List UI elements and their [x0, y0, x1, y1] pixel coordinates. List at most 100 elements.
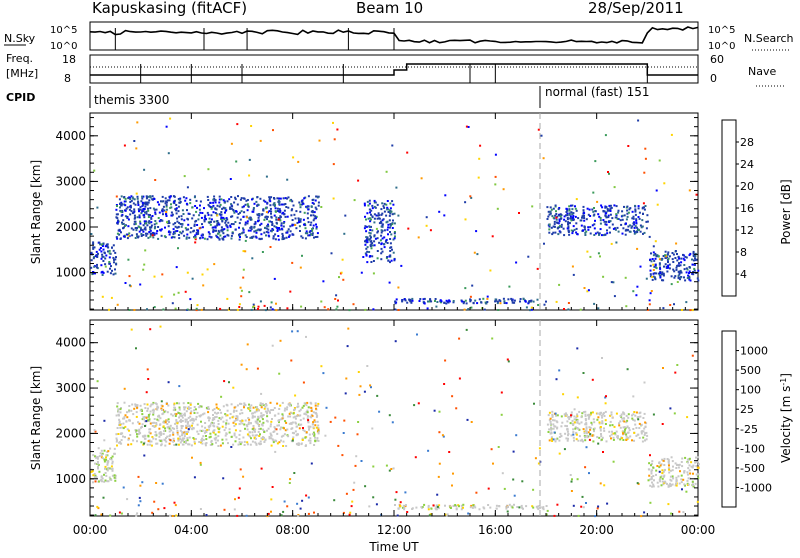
echo-cell — [312, 426, 315, 429]
echo-cell — [587, 431, 590, 434]
echo-cell — [251, 428, 254, 431]
echo-cell — [580, 416, 583, 419]
echo-cell — [311, 234, 314, 236]
echo-cell — [173, 195, 176, 198]
echo-cell — [366, 212, 369, 215]
echo-cell — [567, 308, 570, 311]
echo-cell — [236, 123, 239, 126]
echo-cell — [293, 213, 296, 216]
echo-cell — [223, 380, 226, 383]
echo-cell — [666, 253, 669, 256]
echo-cell — [92, 246, 95, 249]
echo-cell — [599, 482, 602, 485]
echo-cell — [575, 222, 578, 225]
echo-cell — [365, 247, 368, 250]
echo-cell — [292, 436, 295, 439]
echo-cell — [114, 474, 117, 477]
echo-cell — [471, 506, 474, 509]
echo-cell — [625, 433, 628, 436]
echo-cell — [674, 257, 677, 259]
echo-cell — [573, 421, 576, 424]
echo-cell — [683, 264, 686, 266]
echo-cell — [92, 247, 95, 250]
echo-cell — [606, 502, 609, 505]
echo-cell — [661, 423, 664, 425]
echo-cell — [212, 201, 215, 204]
echo-cell — [621, 218, 624, 221]
echo-cell — [173, 202, 176, 205]
echo-cell — [688, 189, 691, 192]
echo-cell — [566, 420, 569, 423]
echo-cell — [380, 213, 383, 216]
echo-cell — [346, 345, 349, 348]
echo-cell — [244, 203, 247, 206]
echo-cell — [623, 426, 626, 429]
echo-cell — [575, 416, 578, 419]
echo-cell — [581, 215, 584, 218]
echo-cell — [566, 209, 569, 212]
echo-cell — [270, 434, 273, 437]
echo-cell — [531, 205, 534, 208]
echo-cell — [225, 423, 227, 426]
echo-cell — [569, 215, 572, 218]
echo-cell — [632, 395, 635, 398]
echo-cell — [585, 432, 588, 434]
echo-cell — [693, 267, 696, 270]
echo-cell — [296, 221, 299, 224]
echo-cell — [395, 491, 398, 494]
echo-cell — [118, 421, 121, 424]
echo-cell — [327, 308, 330, 311]
echo-cell — [276, 207, 279, 210]
echo-cell — [659, 464, 662, 467]
echo-cell — [222, 199, 225, 202]
echo-cell — [501, 472, 504, 475]
echo-cell — [141, 229, 144, 232]
echo-cell — [150, 403, 153, 406]
echo-cell — [612, 227, 615, 230]
echo-cell — [239, 429, 242, 432]
echo-cell — [554, 214, 557, 217]
echo-cell — [118, 418, 121, 421]
echo-cell — [283, 221, 286, 223]
echo-cell — [213, 408, 216, 411]
echo-cell — [642, 430, 645, 433]
echo-cell — [270, 221, 273, 223]
echo-cell — [223, 228, 226, 231]
echo-cell — [279, 197, 282, 200]
echo-cell — [153, 500, 156, 503]
echo-cell — [178, 385, 181, 388]
echo-cell — [295, 227, 298, 230]
echo-cell — [623, 214, 626, 217]
echo-cell — [209, 221, 212, 223]
echo-cell — [174, 225, 177, 228]
echo-cell — [389, 202, 392, 205]
echo-cell — [491, 337, 494, 340]
echo-cell — [300, 235, 303, 238]
echo-cell — [252, 303, 255, 306]
echo-cell — [500, 413, 503, 416]
echo-cell — [204, 422, 207, 424]
echo-cell — [574, 427, 577, 430]
echo-cell — [279, 428, 282, 431]
echo-cell — [584, 419, 587, 422]
echo-cell — [147, 440, 150, 443]
echo-cell — [297, 444, 300, 446]
echo-cell — [270, 230, 273, 233]
echo-cell — [240, 409, 243, 412]
echo-cell — [145, 420, 148, 423]
echo-cell — [235, 409, 238, 412]
echo-cell — [390, 259, 393, 262]
echo-cell — [591, 434, 594, 437]
echo-cell — [217, 407, 220, 410]
echo-cell — [233, 409, 236, 412]
echo-cell — [136, 512, 139, 515]
echo-cell — [237, 195, 239, 198]
echo-cell — [187, 218, 189, 221]
echo-cell — [608, 172, 610, 175]
echo-cell — [663, 457, 666, 460]
echo-cell — [229, 178, 232, 180]
echo-cell — [566, 430, 569, 433]
echo-cell — [230, 403, 233, 406]
echo-cell — [657, 272, 660, 275]
echo-cell — [410, 301, 413, 304]
